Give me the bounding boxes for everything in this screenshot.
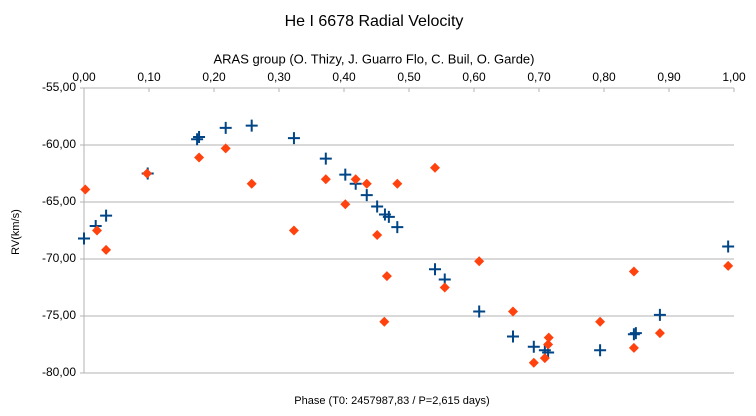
data-point <box>527 340 540 353</box>
data-point <box>319 152 332 165</box>
y-tick-label: -75,00 <box>42 308 76 322</box>
x-tick-label: 0,60 <box>462 70 486 84</box>
data-point <box>508 306 518 317</box>
chart-subtitle: ARAS group (O. Thizy, J. Guarro Flo, C. … <box>213 51 534 66</box>
data-point <box>507 330 519 343</box>
data-point <box>288 225 299 236</box>
data-point <box>372 230 383 241</box>
data-point <box>194 152 205 163</box>
data-point <box>287 132 300 145</box>
data-point <box>391 221 404 234</box>
x-tick-label: 0,90 <box>657 70 681 84</box>
data-point <box>722 240 735 253</box>
x-axis-label: Phase (T0: 2457987,83 / P=2,615 days) <box>294 395 489 407</box>
x-tick-label: 0,30 <box>267 70 291 84</box>
x-tick-label: 0,70 <box>527 70 551 84</box>
data-point <box>339 168 352 181</box>
data-point <box>92 225 102 236</box>
data-point <box>191 133 204 146</box>
data-point <box>80 184 91 195</box>
data-point <box>474 256 485 267</box>
data-point <box>473 305 486 318</box>
data-point <box>78 232 90 245</box>
y-tick-label: -70,00 <box>42 251 76 265</box>
data-point <box>245 119 258 132</box>
x-tick-label: 0,20 <box>202 70 226 84</box>
data-point <box>350 174 361 185</box>
data-point <box>371 200 384 213</box>
x-tick-label: 0,00 <box>72 70 96 84</box>
data-point <box>379 316 390 327</box>
x-tick-label: 1,00 <box>722 70 746 84</box>
data-point <box>381 271 392 282</box>
data-point <box>628 342 639 353</box>
data-point <box>361 178 372 189</box>
data-point <box>100 209 113 222</box>
data-point <box>101 244 112 255</box>
data-point <box>430 162 440 173</box>
data-point <box>628 266 639 277</box>
data-point <box>429 263 441 276</box>
data-point <box>220 143 231 154</box>
y-tick-label: -80,00 <box>42 365 76 379</box>
x-tick-label: 0,80 <box>592 70 616 84</box>
data-point <box>594 344 607 357</box>
x-tick-label: 0,40 <box>332 70 356 84</box>
data-point <box>543 339 554 350</box>
data-point <box>360 189 373 202</box>
data-point <box>340 199 351 210</box>
data-point <box>629 327 642 340</box>
data-point <box>528 357 539 368</box>
data-point <box>654 328 665 339</box>
data-point <box>320 174 331 185</box>
y-axis-label: RV(km/s) <box>10 209 22 255</box>
data-point <box>193 131 206 144</box>
data-point <box>653 308 666 321</box>
y-tick-label: -55,00 <box>42 80 76 94</box>
data-point <box>543 332 554 343</box>
data-point <box>627 328 640 341</box>
y-tick-label: -65,00 <box>42 194 76 208</box>
data-point <box>439 282 450 293</box>
data-point <box>595 316 606 327</box>
data-point <box>392 178 403 189</box>
data-point <box>246 178 257 189</box>
data-point <box>142 168 153 179</box>
y-tick-label: -60,00 <box>42 137 76 151</box>
x-tick-label: 0,50 <box>397 70 421 84</box>
data-point <box>723 260 734 271</box>
data-point <box>382 210 395 223</box>
data-point <box>539 353 550 364</box>
data-point <box>219 121 232 134</box>
chart-title: He I 6678 Radial Velocity <box>285 13 464 30</box>
x-tick-label: 0,10 <box>137 70 161 84</box>
